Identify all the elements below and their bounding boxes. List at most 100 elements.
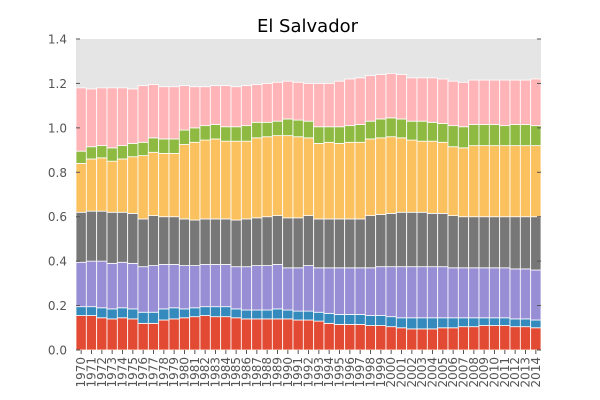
bar-segment-1973-s4 bbox=[106, 160, 118, 213]
bar-segment-1986-s0 bbox=[240, 318, 253, 351]
bar-segment-2006-s5 bbox=[447, 125, 459, 148]
bar-segment-2005-s1 bbox=[437, 317, 449, 329]
bar-segment-1981-s3 bbox=[189, 219, 201, 266]
x-tick-label-2010: 2010 bbox=[488, 357, 502, 388]
bar-segment-1986-s1 bbox=[240, 309, 253, 320]
bar-segment-1992-s1 bbox=[302, 310, 315, 321]
bar-segment-2000-s6 bbox=[385, 73, 397, 119]
bar-segment-2001-s1 bbox=[395, 317, 408, 329]
bar-segment-1997-s4 bbox=[354, 141, 366, 220]
x-tick-label-1993: 1993 bbox=[312, 357, 326, 388]
bar-segment-1996-s2 bbox=[344, 267, 356, 315]
bar-segment-2002-s2 bbox=[406, 266, 418, 319]
bar-segment-1985-s4 bbox=[230, 140, 242, 221]
y-tick-label: 0.2 bbox=[48, 299, 67, 313]
bar-segment-1997-s2 bbox=[354, 267, 366, 315]
bar-segment-1981-s5 bbox=[189, 127, 201, 143]
bar-segment-1999-s6 bbox=[375, 74, 387, 120]
bar-segment-1970-s2 bbox=[75, 261, 87, 308]
bar-segment-1978-s2 bbox=[158, 264, 170, 310]
x-tick-label-1985: 1985 bbox=[229, 357, 243, 388]
bar-segment-1988-s0 bbox=[261, 318, 273, 351]
bar-segment-1972-s0 bbox=[96, 317, 108, 351]
x-tick-label-1996: 1996 bbox=[343, 357, 357, 388]
bar-segment-1994-s4 bbox=[323, 141, 335, 220]
x-tick-label-2007: 2007 bbox=[457, 357, 471, 388]
bar-segment-2004-s3 bbox=[426, 212, 439, 268]
bar-segment-1985-s1 bbox=[230, 308, 242, 319]
bar-segment-1994-s2 bbox=[323, 267, 335, 314]
bar-segment-2001-s3 bbox=[395, 211, 408, 268]
bar-segment-1977-s4 bbox=[147, 151, 160, 216]
bar-segment-1995-s0 bbox=[333, 324, 346, 351]
x-tick-label-1998: 1998 bbox=[364, 357, 378, 388]
bar-segment-1989-s2 bbox=[271, 264, 284, 310]
bar-segment-1979-s1 bbox=[168, 307, 180, 320]
bar-segment-2010-s2 bbox=[488, 267, 501, 319]
bar-segment-1976-s0 bbox=[137, 322, 149, 351]
bar-segment-2002-s0 bbox=[406, 328, 418, 351]
bar-segment-1994-s6 bbox=[323, 83, 335, 128]
bar-segment-1993-s1 bbox=[313, 311, 325, 322]
bar-segment-1983-s4 bbox=[209, 138, 222, 220]
x-tick-label-2014: 2014 bbox=[529, 357, 543, 388]
bar-segment-1995-s6 bbox=[333, 80, 346, 128]
bar-segment-2012-s1 bbox=[509, 318, 521, 328]
bar-segment-1973-s1 bbox=[106, 308, 118, 320]
x-tick-label-1988: 1988 bbox=[260, 357, 274, 388]
bar-segment-1998-s4 bbox=[364, 138, 377, 217]
x-tick-label-1975: 1975 bbox=[126, 357, 140, 388]
bar-segment-1981-s2 bbox=[189, 265, 201, 309]
bar-segment-1971-s6 bbox=[85, 88, 98, 148]
bar-segment-1990-s6 bbox=[282, 80, 294, 120]
bar-segment-1992-s2 bbox=[302, 265, 315, 312]
bar-segment-1977-s3 bbox=[147, 215, 160, 266]
bar-segment-2008-s2 bbox=[468, 267, 480, 319]
y-axis: 0.0 0.2 0.4 0.6 0.8 1.0 1.2 1.4 bbox=[48, 33, 541, 358]
x-tick-label-1983: 1983 bbox=[209, 357, 223, 388]
bar-segment-1980-s2 bbox=[178, 265, 191, 310]
bar-segment-1998-s6 bbox=[364, 75, 377, 122]
bar-segment-1987-s2 bbox=[251, 265, 263, 311]
x-tick-label-1979: 1979 bbox=[167, 357, 181, 388]
bar-segment-1986-s4 bbox=[240, 140, 253, 220]
bar-segment-2002-s4 bbox=[406, 139, 418, 213]
bar-segment-2008-s0 bbox=[468, 326, 480, 351]
x-tick-label-2006: 2006 bbox=[446, 357, 460, 388]
bar-segment-2003-s3 bbox=[416, 211, 428, 268]
bar-segment-2014-s3 bbox=[530, 216, 542, 271]
bar-segment-2009-s1 bbox=[478, 317, 490, 326]
bar-segment-2001-s4 bbox=[395, 137, 408, 213]
bar-segment-1984-s3 bbox=[220, 218, 232, 265]
bar-segment-1970-s0 bbox=[75, 315, 87, 351]
bar-segment-2011-s4 bbox=[499, 145, 511, 218]
bar-segment-1980-s3 bbox=[178, 218, 191, 266]
bar-segment-1972-s3 bbox=[96, 210, 108, 262]
bar-segment-1985-s6 bbox=[230, 86, 242, 128]
bar-segment-1989-s3 bbox=[271, 215, 284, 265]
bar-segment-1991-s5 bbox=[292, 119, 304, 138]
bar-segment-1972-s1 bbox=[96, 307, 108, 319]
bar-segment-1999-s1 bbox=[375, 315, 387, 326]
bar-segment-1997-s0 bbox=[354, 324, 366, 351]
x-tick-label-1982: 1982 bbox=[198, 357, 212, 388]
x-tick-label-1972: 1972 bbox=[95, 357, 109, 388]
bar-segment-2009-s2 bbox=[478, 267, 490, 319]
bar-segment-1984-s2 bbox=[220, 264, 232, 308]
bar-segment-1988-s5 bbox=[261, 121, 273, 138]
bar-segment-2011-s1 bbox=[499, 317, 511, 326]
bar-segment-1998-s3 bbox=[364, 215, 377, 269]
x-tick-label-1989: 1989 bbox=[271, 357, 285, 388]
bar-segment-2013-s3 bbox=[519, 216, 532, 270]
bar-segment-1975-s0 bbox=[127, 318, 139, 351]
bar-segment-1989-s1 bbox=[271, 308, 284, 320]
bar-segment-2013-s2 bbox=[519, 268, 532, 320]
bar-segment-2010-s4 bbox=[488, 145, 501, 218]
bar-segment-1990-s4 bbox=[282, 135, 294, 219]
bar-segment-1976-s1 bbox=[137, 311, 149, 324]
bar-segment-1978-s4 bbox=[158, 152, 170, 218]
bar-segment-1992-s3 bbox=[302, 215, 315, 266]
bar-segment-2005-s5 bbox=[437, 123, 449, 143]
bar-segment-1983-s0 bbox=[209, 316, 222, 351]
bar-segment-2007-s3 bbox=[457, 216, 470, 269]
